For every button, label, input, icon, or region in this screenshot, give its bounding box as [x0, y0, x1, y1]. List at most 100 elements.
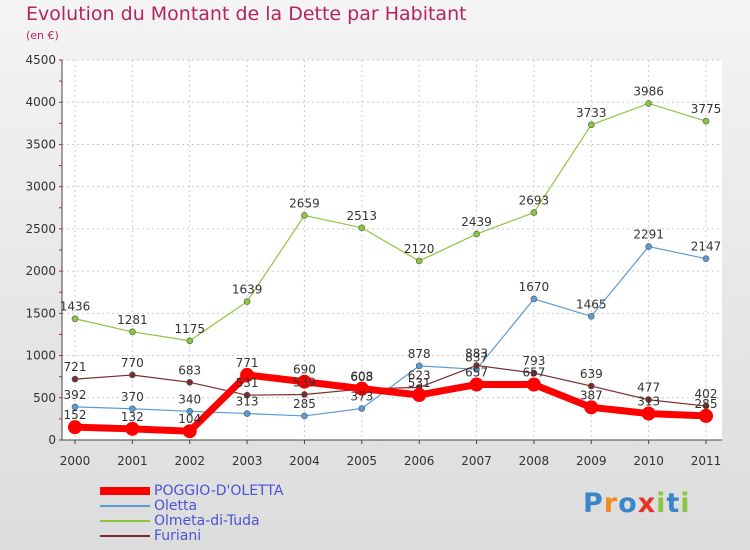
y-tick-label: 2500 [25, 222, 56, 236]
data-point [301, 412, 308, 420]
data-label: 477 [637, 381, 660, 395]
data-point [702, 117, 710, 125]
data-label: 2659 [289, 196, 320, 210]
data-point [473, 230, 480, 238]
data-label: 1281 [117, 313, 148, 327]
data-label: 285 [293, 397, 316, 411]
data-point [182, 424, 197, 439]
series-line-3 [74, 364, 707, 407]
data-label: 639 [580, 367, 603, 381]
data-label: 883 [465, 346, 488, 360]
y-tick-label: 4000 [25, 95, 56, 109]
legend-swatch [100, 535, 150, 537]
series-line-2 [74, 102, 707, 342]
data-label: 721 [64, 360, 87, 374]
x-tick-label: 2004 [289, 454, 320, 468]
data-label: 531 [236, 376, 259, 390]
chart-title: Evolution du Montant de la Dette par Hab… [26, 3, 467, 25]
data-label: 1670 [519, 280, 550, 294]
data-point [584, 400, 599, 415]
data-point [530, 369, 538, 377]
legend-label: Olmeta-di-Tuda [154, 513, 260, 529]
data-point [186, 379, 194, 386]
plot-area [62, 60, 722, 440]
data-point [641, 406, 656, 421]
data-label: 657 [465, 366, 488, 380]
data-point [415, 362, 423, 370]
y-tick-label: 2000 [25, 264, 56, 278]
data-point [71, 315, 79, 323]
data-point [240, 367, 255, 382]
x-tick-label: 2001 [117, 454, 148, 468]
data-point [530, 295, 538, 303]
y-tick-label: 3500 [25, 137, 56, 151]
data-point [186, 407, 194, 415]
x-tick-label: 2009 [576, 454, 607, 468]
data-label: 1175 [174, 322, 205, 336]
data-label: 373 [350, 390, 373, 404]
x-tick-label: 2006 [404, 454, 435, 468]
data-label: 2513 [347, 209, 378, 223]
data-point [243, 298, 251, 305]
y-tick-label: 1000 [25, 349, 56, 363]
y-tick-label: 4500 [25, 53, 56, 67]
data-point [129, 405, 136, 413]
data-point [473, 362, 480, 369]
data-point [587, 312, 595, 320]
data-point [530, 209, 538, 216]
data-point [243, 410, 251, 417]
data-point [415, 257, 423, 265]
data-label: 340 [178, 392, 201, 406]
data-label: 793 [522, 354, 545, 368]
data-label: 770 [121, 356, 144, 370]
series-line-0 [71, 371, 710, 435]
data-label: 285 [695, 397, 718, 411]
data-label: 683 [178, 363, 201, 377]
y-tick-label: 1500 [25, 306, 56, 320]
legend-swatch [100, 487, 150, 495]
data-label: 370 [121, 390, 144, 404]
x-tick-label: 2000 [60, 454, 91, 468]
data-point [645, 243, 652, 250]
data-point [297, 374, 312, 389]
data-point [526, 377, 541, 392]
data-point [354, 381, 369, 396]
data-label: 104 [178, 412, 201, 426]
x-tick-label: 2010 [633, 454, 664, 468]
data-label: 387 [580, 388, 603, 402]
data-point [358, 405, 366, 412]
data-point [645, 100, 652, 107]
data-label: 690 [293, 363, 316, 377]
data-label: 837 [465, 350, 488, 364]
legend-label: Oletta [154, 498, 198, 514]
data-label: 2439 [461, 215, 492, 229]
data-point [412, 387, 427, 402]
data-point [186, 337, 194, 345]
data-label: 771 [236, 356, 259, 370]
data-label: 132 [121, 410, 144, 424]
legend-label: Furiani [154, 528, 202, 544]
data-label: 1465 [576, 297, 607, 311]
data-point [129, 371, 136, 379]
data-point [358, 224, 366, 232]
data-label: 623 [408, 368, 431, 382]
data-label: 608 [350, 370, 373, 384]
data-label: 3986 [633, 84, 664, 98]
data-label: 2693 [519, 194, 550, 208]
data-label: 603 [350, 370, 373, 384]
legend-label: POGGIO-D'OLETTA [154, 483, 284, 499]
data-point [645, 396, 652, 404]
data-point [71, 375, 79, 383]
x-tick-label: 2008 [519, 454, 550, 468]
data-point [587, 121, 595, 129]
y-tick-label: 3000 [25, 180, 56, 194]
data-label: 152 [64, 408, 87, 422]
x-tick-label: 2005 [347, 454, 378, 468]
x-tick-label: 2011 [691, 454, 722, 468]
data-label: 878 [408, 347, 431, 361]
chart-subtitle: (en €) [26, 29, 59, 42]
data-label: 2291 [633, 228, 664, 242]
data-point [301, 391, 308, 398]
data-label: 313 [236, 395, 259, 409]
